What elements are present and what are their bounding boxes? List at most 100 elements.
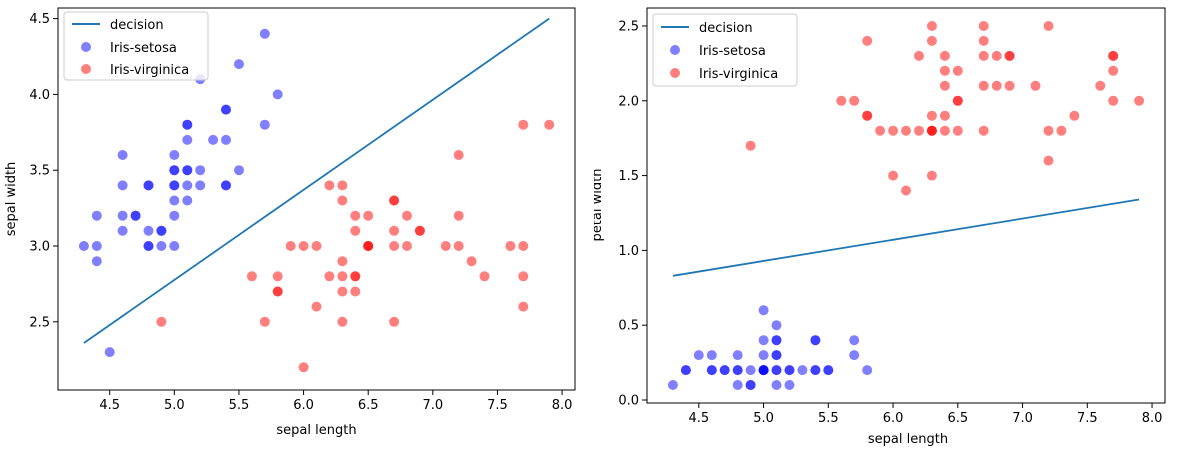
point-iris-setosa [234, 59, 244, 70]
point-iris-setosa [91, 241, 102, 251]
y-axis-label: sepal width [4, 162, 19, 237]
point-iris-setosa [758, 365, 769, 376]
point-iris-setosa [693, 350, 704, 361]
point-iris-virginica [991, 50, 1002, 61]
point-iris-virginica [901, 125, 911, 136]
point-iris-setosa [169, 165, 180, 176]
point-iris-setosa [823, 365, 834, 376]
point-iris-setosa [784, 380, 795, 390]
point-iris-virginica [939, 80, 950, 91]
legend-marker-setosa [81, 42, 91, 52]
point-iris-virginica [939, 125, 950, 136]
point-iris-setosa [771, 365, 782, 376]
point-iris-virginica [466, 256, 477, 267]
point-iris-setosa [758, 350, 769, 361]
point-iris-virginica [453, 150, 464, 160]
point-iris-setosa [143, 241, 154, 251]
x-tick-label: 5.0 [164, 398, 185, 413]
point-iris-virginica [978, 125, 989, 136]
point-iris-setosa [732, 380, 743, 390]
y-tick-label: 4.0 [29, 88, 50, 103]
point-iris-virginica [939, 50, 950, 61]
point-iris-virginica [298, 362, 309, 373]
point-iris-virginica [1108, 65, 1119, 76]
point-iris-virginica [350, 210, 361, 221]
x-tick-label: 4.5 [99, 398, 120, 413]
point-iris-virginica [350, 286, 361, 297]
point-iris-setosa [758, 305, 769, 316]
y-tick-label: 0.0 [618, 394, 639, 409]
point-iris-virginica [311, 241, 322, 251]
point-iris-virginica [453, 241, 464, 251]
point-iris-virginica [1108, 50, 1119, 61]
decision-line [672, 198, 1140, 277]
y-tick-label: 3.5 [29, 164, 50, 179]
point-iris-virginica [901, 185, 911, 196]
point-iris-virginica [978, 35, 989, 46]
x-tick-label: 5.5 [229, 398, 250, 413]
point-iris-setosa [849, 335, 860, 346]
x-tick-label: 6.0 [883, 411, 904, 426]
point-iris-setosa [797, 365, 808, 376]
point-iris-virginica [745, 140, 756, 151]
axes-frame [646, 7, 1166, 404]
axes-frame [57, 7, 576, 391]
y-tick-label: 2.0 [618, 94, 639, 109]
legend-frame [652, 13, 798, 87]
point-iris-setosa [810, 335, 821, 346]
point-iris-virginica [272, 286, 283, 297]
point-iris-setosa [259, 119, 270, 130]
point-iris-virginica [272, 271, 283, 282]
point-iris-setosa [143, 180, 154, 191]
point-iris-virginica [285, 241, 296, 251]
point-iris-virginica [836, 95, 847, 106]
point-iris-setosa [195, 180, 206, 191]
point-iris-virginica [1095, 80, 1106, 91]
point-iris-setosa [169, 150, 180, 160]
point-iris-virginica [862, 110, 873, 121]
point-iris-virginica [849, 95, 860, 106]
x-tick-label: 5.5 [818, 411, 839, 426]
point-iris-setosa [706, 350, 717, 361]
point-iris-virginica [914, 125, 924, 136]
point-iris-virginica [453, 210, 464, 221]
chart-sepal-width: 4.5 5.0 5.5 6.0 6.5 7.0 7.5 8.0 2.5 3.0 3.5 4.0 4.5… [4, 7, 576, 438]
point-iris-virginica [544, 119, 555, 130]
point-iris-virginica [259, 316, 270, 327]
x-tick-label: 7.5 [1077, 411, 1098, 426]
point-iris-virginica [246, 271, 257, 282]
point-iris-setosa [771, 335, 782, 346]
point-iris-virginica [1043, 21, 1054, 31]
x-tick-label: 8.0 [552, 398, 573, 413]
point-iris-setosa [182, 119, 193, 130]
point-iris-virginica [888, 125, 899, 136]
point-iris-virginica [1043, 155, 1054, 166]
point-iris-setosa [169, 241, 180, 251]
point-iris-virginica [337, 256, 348, 267]
point-iris-virginica [926, 125, 937, 136]
point-iris-virginica [1056, 125, 1067, 136]
point-iris-virginica [389, 195, 400, 206]
point-iris-virginica [926, 170, 937, 181]
point-iris-virginica [389, 316, 400, 327]
point-iris-setosa [91, 256, 102, 267]
legend-label-decision: decision [110, 18, 164, 33]
point-iris-setosa [771, 350, 782, 361]
point-iris-virginica [337, 180, 348, 191]
point-iris-setosa [104, 347, 115, 358]
x-tick-label: 6.5 [358, 398, 379, 413]
y-tick-label: 0.5 [618, 319, 639, 334]
point-iris-setosa [78, 241, 89, 251]
point-iris-setosa [862, 365, 873, 376]
point-iris-setosa [130, 210, 141, 221]
point-iris-virginica [862, 35, 873, 46]
point-iris-setosa [221, 104, 231, 115]
point-iris-virginica [926, 35, 937, 46]
y-tick-label: 2.5 [618, 19, 639, 34]
point-iris-virginica [156, 316, 167, 327]
point-iris-setosa [169, 180, 180, 191]
point-iris-virginica [1004, 50, 1015, 61]
x-tick-label: 8.0 [1142, 411, 1163, 426]
point-iris-setosa [117, 210, 128, 221]
point-iris-setosa [156, 241, 167, 251]
